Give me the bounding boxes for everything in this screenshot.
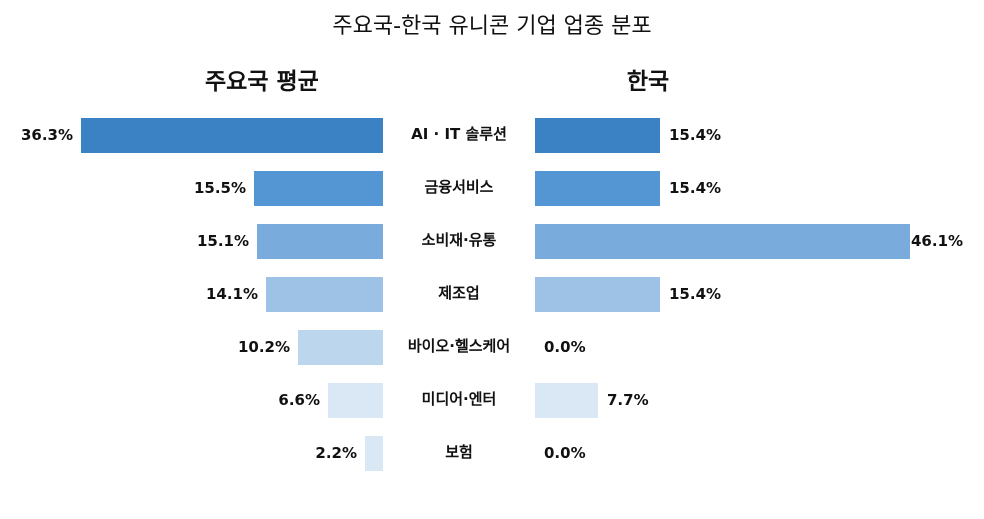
chart-row: 10.2% 바이오·헬스케어 0.0% [0,330,984,365]
bar-left [257,224,383,259]
bar-left [365,436,383,471]
bar-left [266,277,383,312]
chart-title: 주요국-한국 유니콘 기업 업종 분포 [332,14,652,39]
bar-left [81,118,383,153]
chart-row: 36.3% AI · IT 솔루션 15.4% [0,118,984,153]
bar-right [535,383,598,418]
bar-right [535,118,660,153]
value-label-right: 15.4% [669,285,722,303]
value-label-left: 36.3% [20,126,73,144]
bar-right [535,224,910,259]
category-label: AI · IT 솔루션 [411,125,507,143]
value-label-right: 46.1% [911,232,964,250]
category-label: 제조업 [438,284,480,302]
chart-row: 6.6% 미디어·엔터 7.7% [0,383,984,418]
category-label: 금융서비스 [424,178,494,196]
category-label: 미디어·엔터 [421,390,497,408]
category-label: 바이오·헬스케어 [407,337,511,355]
value-label-left: 10.2% [237,338,290,356]
value-label-right: 15.4% [669,126,722,144]
bar-left [254,171,383,206]
value-label-right: 0.0% [544,444,586,462]
value-label-left: 2.2% [315,444,357,462]
bar-right [535,277,660,312]
category-label: 소비재·유통 [421,231,497,249]
value-label-left: 15.1% [196,232,249,250]
value-label-right: 0.0% [544,338,586,356]
chart-row: 14.1% 제조업 15.4% [0,277,984,312]
bar-right [535,171,660,206]
chart-row: 2.2% 보험 0.0% [0,436,984,471]
bar-left [328,383,383,418]
value-label-right: 15.4% [669,179,722,197]
value-label-left: 15.5% [193,179,246,197]
chart-row: 15.5% 금융서비스 15.4% [0,171,984,206]
right-panel-title: 한국 [626,69,670,95]
left-panel-title: 주요국 평균 [205,69,319,95]
bar-left [298,330,383,365]
value-label-left: 6.6% [278,391,320,409]
value-label-right: 7.7% [607,391,649,409]
category-label: 보험 [445,443,473,461]
value-label-left: 14.1% [205,285,258,303]
chart-row: 15.1% 소비재·유통 46.1% [0,224,984,259]
